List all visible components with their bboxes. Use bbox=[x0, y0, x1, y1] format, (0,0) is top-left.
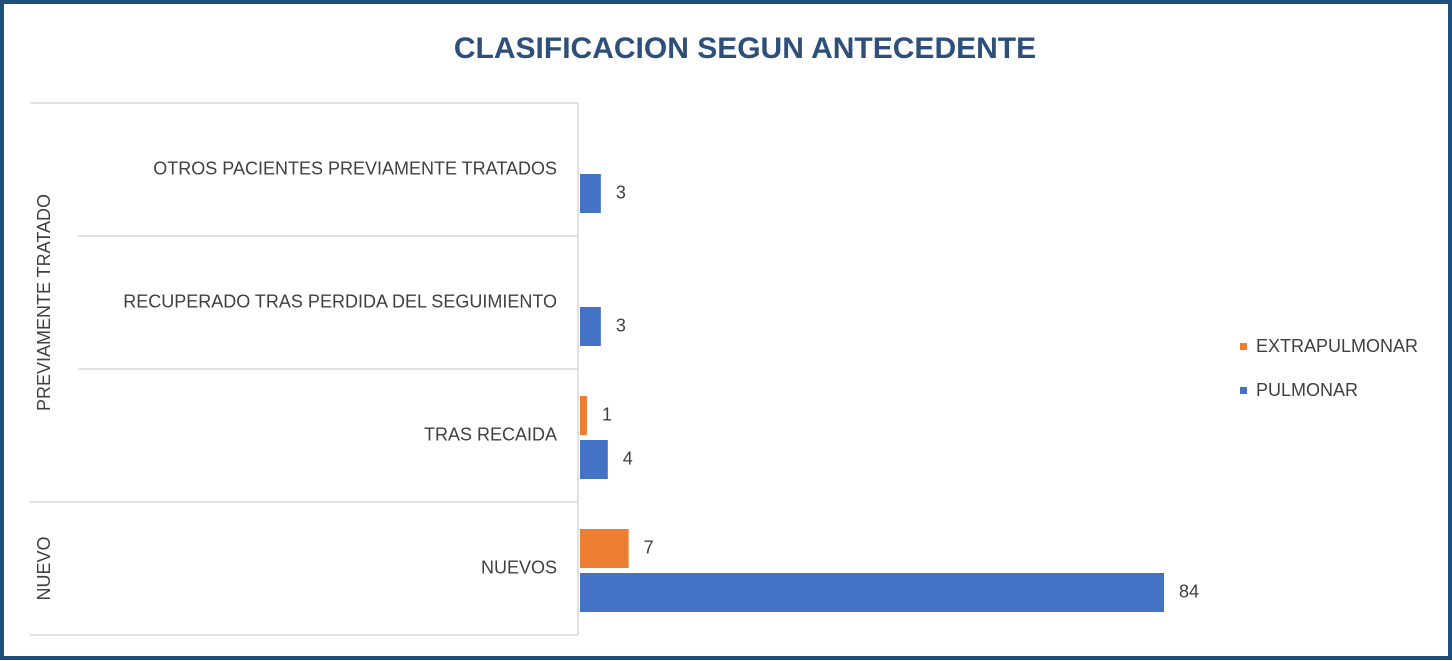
bar bbox=[580, 440, 608, 479]
group-label: PREVIAMENTE TRATADO bbox=[34, 194, 54, 411]
category-label: OTROS PACIENTES PREVIAMENTE TRATADOS bbox=[153, 158, 557, 178]
bar bbox=[580, 573, 1164, 612]
chart-title: CLASIFICACION SEGUN ANTECEDENTE bbox=[454, 32, 1036, 65]
data-label: 3 bbox=[616, 315, 626, 335]
data-label: 4 bbox=[623, 448, 633, 468]
data-label: 7 bbox=[644, 537, 654, 557]
legend-marker bbox=[1240, 343, 1247, 350]
category-label: RECUPERADO TRAS PERDIDA DEL SEGUIMIENTO bbox=[123, 291, 557, 311]
legend-label: PULMONAR bbox=[1256, 380, 1358, 400]
bar bbox=[580, 307, 601, 346]
data-label: 84 bbox=[1179, 581, 1199, 601]
data-label: 3 bbox=[616, 182, 626, 202]
bar bbox=[580, 529, 629, 568]
data-label: 1 bbox=[602, 404, 612, 424]
group-label: NUEVO bbox=[34, 536, 54, 600]
bar bbox=[580, 174, 601, 213]
category-label: TRAS RECAIDA bbox=[424, 424, 557, 444]
legend-marker bbox=[1240, 387, 1247, 394]
category-label: NUEVOS bbox=[481, 557, 557, 577]
legend-label: EXTRAPULMONAR bbox=[1256, 336, 1418, 356]
bar bbox=[580, 396, 587, 435]
